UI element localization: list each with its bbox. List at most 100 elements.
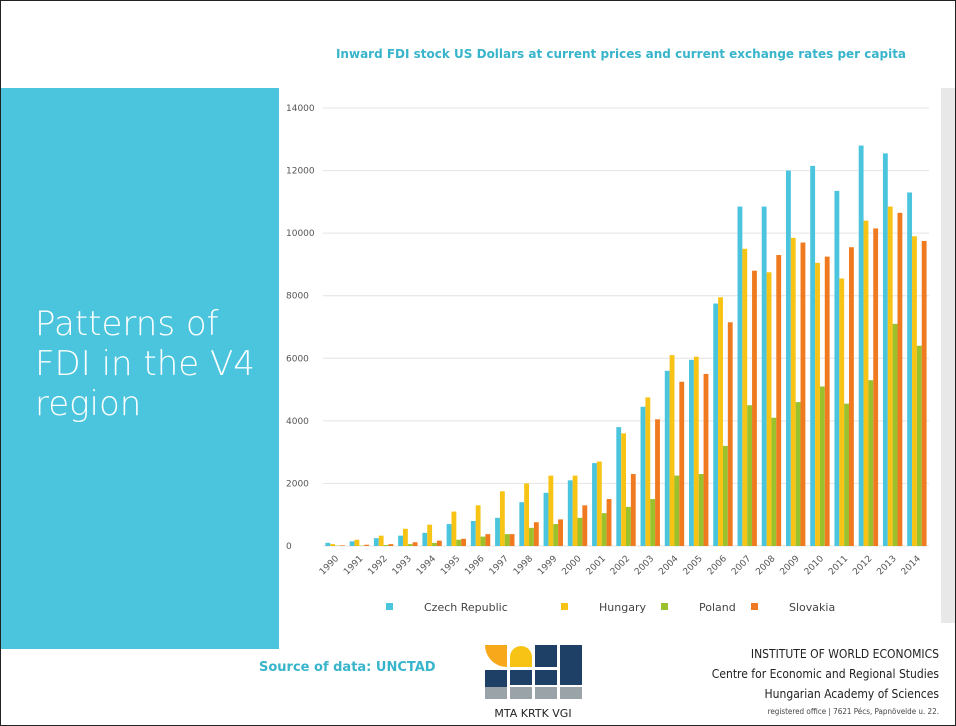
bar — [785, 170, 791, 547]
x-tick-label: 1994 — [415, 554, 438, 577]
bar — [339, 545, 345, 546]
y-tick-label: 14000 — [286, 104, 315, 114]
bar — [834, 190, 840, 546]
bar — [776, 255, 782, 547]
institute-line: registered office | 7621 Pécs, Papnöveld… — [767, 707, 939, 716]
bar — [461, 538, 467, 546]
x-tick-label: 2011 — [827, 554, 850, 577]
legend-label: Slovakia — [789, 601, 835, 614]
bar — [839, 278, 845, 546]
bar — [689, 359, 694, 546]
bar — [325, 542, 331, 546]
bar — [815, 262, 820, 546]
bar — [553, 524, 559, 546]
bar — [863, 220, 869, 546]
logo-text: MTA KRTK VGI — [494, 707, 571, 720]
x-tick-label: 1992 — [366, 554, 389, 577]
bar — [349, 541, 355, 546]
bar — [582, 505, 588, 546]
bar — [752, 270, 757, 546]
bar — [626, 506, 631, 546]
legend-swatch — [561, 603, 568, 610]
bar — [800, 242, 806, 546]
bar — [451, 511, 457, 546]
x-tick-label: 2003 — [633, 554, 656, 577]
legend-label: Czech Republic — [424, 601, 508, 614]
x-tick-label: 2014 — [900, 554, 923, 577]
bar — [495, 517, 500, 546]
x-tick-label: 2006 — [706, 554, 729, 577]
y-tick-label: 6000 — [286, 354, 309, 364]
y-tick-label: 2000 — [286, 479, 309, 489]
y-tick-label: 10000 — [286, 229, 315, 239]
x-tick-label: 1991 — [342, 554, 365, 577]
bar — [640, 406, 646, 546]
x-tick-label: 2007 — [730, 554, 753, 577]
bar — [378, 535, 384, 546]
bar — [519, 502, 525, 546]
legend-swatch — [386, 603, 393, 610]
bar — [674, 475, 680, 546]
bar — [572, 475, 578, 546]
bar — [698, 474, 704, 546]
bar — [364, 544, 370, 546]
bar — [621, 433, 626, 546]
x-tick-label: 2008 — [754, 554, 777, 577]
x-tick-label: 2004 — [657, 554, 680, 577]
bar — [844, 403, 850, 546]
bar — [475, 505, 481, 546]
bar — [747, 405, 753, 546]
x-tick-label: 2010 — [803, 554, 826, 577]
legend-swatch — [751, 603, 758, 610]
bar — [529, 527, 534, 546]
bar — [470, 520, 476, 546]
institute-line: Centre for Economic and Regional Studies — [711, 667, 939, 681]
bar — [810, 165, 816, 546]
bar — [601, 513, 607, 546]
x-tick-label: 1990 — [318, 554, 341, 577]
institute: INSTITUTE OF WORLD ECONOMICS Centre for … — [712, 644, 939, 720]
institute-line: Hungarian Academy of Sciences — [764, 687, 939, 701]
bar — [887, 206, 893, 547]
bar — [713, 303, 719, 546]
right-strip — [941, 88, 955, 623]
legend-swatch — [661, 603, 668, 610]
bar — [558, 519, 563, 546]
bar — [742, 248, 748, 547]
x-tick-label: 1996 — [463, 554, 486, 577]
bar — [354, 539, 360, 546]
bar — [761, 206, 767, 547]
bar — [548, 475, 554, 546]
bar — [868, 380, 874, 546]
x-tick-label: 2001 — [585, 554, 608, 577]
bar — [398, 535, 403, 546]
bar — [373, 538, 379, 546]
bar — [480, 536, 486, 546]
bar — [819, 386, 825, 546]
x-tick-label: 1999 — [536, 554, 559, 577]
bar — [921, 240, 927, 546]
bar — [790, 237, 796, 547]
y-tick-label: 4000 — [286, 417, 309, 427]
heading-line: region — [35, 384, 142, 424]
bar — [383, 545, 389, 546]
bar — [916, 345, 922, 546]
bar — [645, 397, 651, 546]
heading: Patterns of FDI in the V4 region — [35, 304, 255, 424]
bar — [407, 544, 413, 546]
y-tick-label: 8000 — [286, 292, 309, 302]
bar — [727, 322, 733, 546]
bar — [703, 373, 709, 546]
bar — [412, 542, 418, 546]
bar — [737, 206, 743, 547]
bar — [606, 499, 612, 546]
bar — [766, 272, 772, 546]
bar — [446, 524, 452, 546]
x-tick-label: 1998 — [512, 554, 535, 577]
bar — [650, 499, 656, 546]
x-tick-label: 2009 — [779, 554, 802, 577]
heading-line: FDI in the V4 — [35, 344, 255, 384]
x-tick-label: 2002 — [609, 554, 632, 577]
bar — [664, 370, 670, 546]
